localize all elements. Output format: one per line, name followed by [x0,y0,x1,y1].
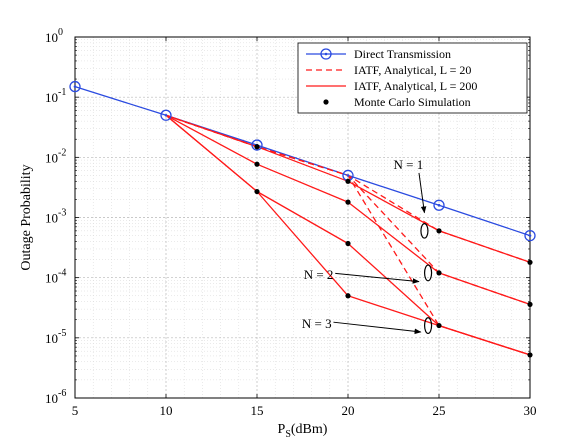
direct-marker-center [346,174,350,177]
legend-label: Monte Carlo Simulation [354,95,471,109]
x-tick-label: 30 [524,403,537,418]
simulation-point [345,293,351,299]
y-tick-exponent: -4 [58,268,66,279]
simulation-point [254,188,260,195]
x-axis-label-unit: (dBm) [291,422,328,437]
legend-label: IATF, Analytical, L = 20 [354,63,471,77]
simulation-point [527,352,533,358]
simulation-point [527,259,533,265]
x-axis-label-main: P [278,422,286,437]
annotation-ellipse [420,223,429,239]
y-tick-exponent: -1 [58,87,66,98]
y-tick-base: 10 [45,331,58,346]
x-axis-label-sub: S [285,429,291,438]
x-tick-label: 10 [160,403,173,418]
simulation-point [436,270,442,276]
annotation-ellipse [423,317,433,334]
y-tick-label: 10-1 [45,87,66,105]
annotation-arrow [335,272,420,284]
annotation-arrow [418,172,427,214]
y-tick-exponent: -2 [58,147,66,158]
y-tick-base: 10 [45,90,58,105]
annotation-label: N = 1 [394,157,424,172]
y-tick-base: 10 [45,150,58,165]
direct-marker [524,229,536,242]
x-tick-label: 25 [433,403,446,418]
simulation-point [345,178,351,184]
simulation-point [345,199,351,205]
direct-marker [251,139,263,151]
legend-label: IATF, Analytical, L = 200 [354,79,477,93]
series-line-direct [74,85,531,237]
direct-marker [433,199,445,211]
legend-marker-dot [323,99,329,105]
y-tick-exponent: 0 [58,27,63,38]
direct-marker [69,80,81,93]
legend-label: Direct Transmission [354,47,451,61]
direct-marker-center [437,203,441,207]
y-tick-label: 10-6 [45,388,66,406]
legend-marker-direct [320,48,332,60]
y-tick-label: 10-3 [45,208,66,226]
y-tick-exponent: -5 [58,328,66,339]
x-tick-label: 5 [72,403,79,418]
y-tick-base: 10 [45,391,58,406]
annotation-ellipse [423,264,433,282]
simulation-point [436,322,442,329]
direct-marker-center [528,234,532,237]
simulation-point [254,144,260,150]
annotation-label: N = 3 [302,316,332,331]
simulation-point [345,240,351,247]
y-tick-label: 10-2 [45,147,66,165]
direct-marker [160,109,172,121]
x-axis-label: PS(dBm) [278,422,328,438]
y-tick-base: 10 [45,271,58,286]
x-tick-label: 15 [251,403,264,418]
legend-marker-direct-center [324,52,328,56]
annotation-label: N = 2 [304,267,334,282]
direct-marker-center [164,113,168,117]
y-tick-label: 10-4 [45,268,66,286]
legend [297,42,528,114]
y-tick-base: 10 [45,211,58,226]
y-tick-label: 100 [45,27,63,45]
simulation-point [254,161,260,167]
x-tick-label: 20 [342,403,355,418]
y-tick-label: 10-5 [45,328,66,346]
y-tick-exponent: -6 [58,388,66,399]
y-axis-label: Outage Probability [19,164,34,270]
direct-marker-center [73,85,77,88]
y-tick-base: 10 [45,30,58,45]
simulation-point [436,228,442,234]
annotation-arrow [333,321,422,335]
simulation-point [527,301,533,307]
y-tick-exponent: -3 [58,208,66,219]
